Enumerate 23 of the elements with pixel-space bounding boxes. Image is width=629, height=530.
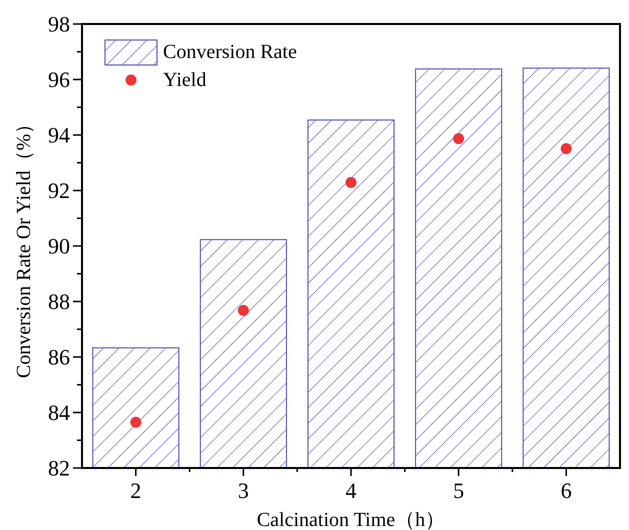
y-tick-label: 86 [48,344,70,370]
point [238,304,249,316]
point [130,416,142,428]
x-tick-label: 3 [238,478,249,503]
y-tick-label: 94 [48,122,70,148]
x-tick-label: 2 [130,478,142,503]
legend-label: Conversion Rate [163,41,297,63]
x-tick-label: 6 [560,478,572,503]
x-tick-label: 5 [453,478,464,503]
point [560,143,572,154]
y-tick-label: 90 [48,234,70,258]
y-tick-label: 82 [48,456,70,480]
y-tick-label: 98 [48,12,70,36]
x-axis-title: Calcination Time（h） [256,509,446,530]
y-axis-title: Conversion Rate Or Yield（%） [13,114,35,378]
point [453,133,464,144]
y-tick-label: 84 [48,400,70,425]
legend-label: Yield [163,69,206,91]
y-tick-label: 92 [48,178,70,203]
y-tick-label: 88 [48,289,70,314]
point [346,176,356,188]
y-tick-label: 96 [48,67,70,92]
x-tick-label: 4 [346,478,356,503]
